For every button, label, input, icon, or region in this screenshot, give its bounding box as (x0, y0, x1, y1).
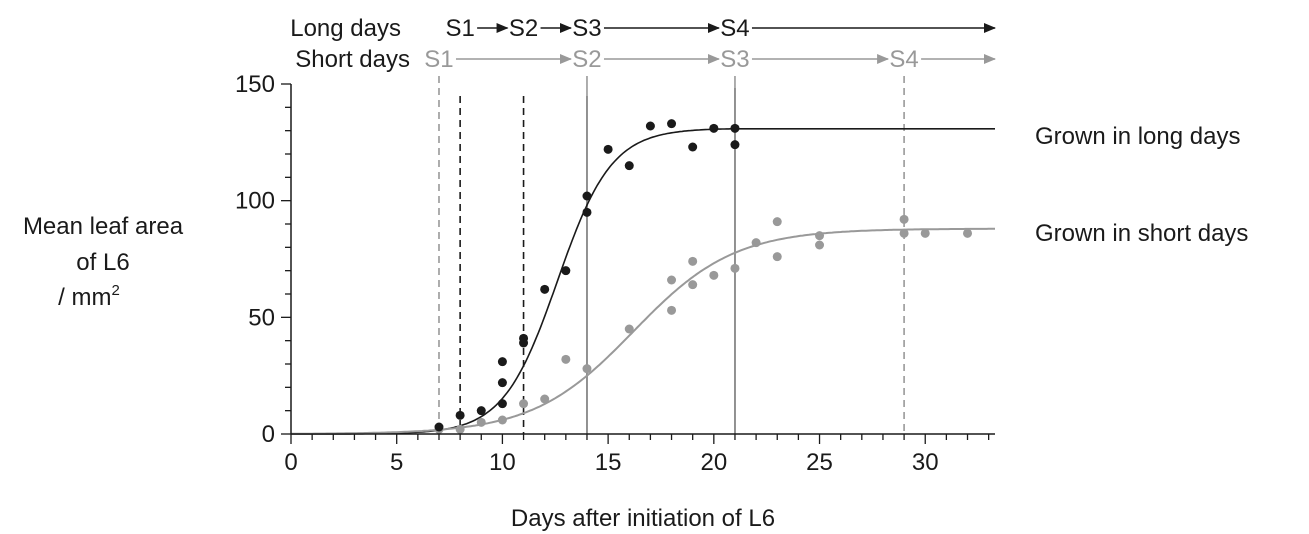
short-days-row-label: Short days (295, 46, 410, 73)
data-point-long-days (497, 357, 507, 367)
y-axis-label: Mean leaf area of L6 / mm2 (23, 213, 184, 311)
y-tick-label: 50 (248, 304, 275, 331)
x-tick-label: 0 (284, 449, 297, 476)
data-point-long-days (582, 207, 592, 217)
y-ticks: 0 50 100 150 (235, 71, 291, 448)
data-point-long-days (667, 119, 677, 129)
short-days-stage-label-s1: S1 (424, 46, 453, 73)
series-label-short-days: Grown in short days (1035, 220, 1248, 247)
series-label-long-days: Grown in long days (1035, 123, 1240, 150)
data-point-long-days (455, 410, 465, 420)
series-labels: Grown in long days Grown in short days (1035, 123, 1248, 247)
x-tick-label: 20 (700, 449, 727, 476)
data-point-short-days (688, 280, 698, 290)
long-days-stage-label-s2: S2 (509, 15, 538, 42)
data-points (434, 119, 973, 434)
data-point-long-days (497, 399, 507, 409)
data-point-long-days (688, 142, 698, 152)
data-point-short-days (476, 417, 486, 427)
stage-lines (438, 76, 905, 434)
data-point-long-days (497, 378, 507, 388)
x-axis-label: Days after initiation of L6 (511, 505, 775, 532)
data-point-long-days (624, 161, 634, 171)
data-point-long-days (434, 422, 444, 432)
data-point-short-days (667, 305, 677, 315)
data-point-long-days (519, 338, 529, 348)
data-point-short-days (815, 231, 825, 241)
y-tick-label: 150 (235, 71, 275, 98)
data-point-long-days (645, 121, 655, 131)
data-point-short-days (899, 228, 909, 238)
x-ticks: 0 5 10 15 20 25 30 (284, 434, 990, 476)
x-tick-label: 15 (595, 449, 622, 476)
x-tick-label: 10 (489, 449, 516, 476)
data-point-short-days (519, 399, 529, 409)
x-tick-label: 25 (806, 449, 833, 476)
short-days-stage-label-s3: S3 (720, 46, 749, 73)
stage-timelines: Long days Short days S1 S2 S3 S4 S1 S2 S3 S4 (290, 15, 996, 73)
data-point-short-days (772, 252, 782, 262)
short-days-stage-label-s2: S2 (572, 46, 601, 73)
fitted-curve-long-days (291, 128, 995, 435)
data-point-long-days (476, 406, 486, 416)
long-days-stage-label-s4: S4 (720, 15, 749, 42)
data-point-short-days (624, 324, 634, 334)
fitted-curve-short-days (291, 227, 995, 435)
data-point-short-days (920, 228, 930, 238)
long-days-stage-label-s3: S3 (572, 15, 601, 42)
long-days-stage-row: S1 S2 S3 S4 (445, 15, 996, 42)
x-tick-label: 5 (390, 449, 403, 476)
data-point-short-days (582, 364, 592, 374)
data-point-short-days (963, 228, 973, 238)
y-axis-label-line-2: of L6 (76, 249, 129, 276)
data-point-long-days (582, 191, 592, 201)
long-days-stage-label-s1: S1 (445, 15, 474, 42)
data-point-short-days (899, 214, 909, 224)
data-point-long-days (709, 123, 719, 133)
short-days-stage-row: S1 S2 S3 S4 (424, 46, 996, 73)
data-point-short-days (815, 240, 825, 250)
y-axis-label-line-3: / mm2 (58, 282, 120, 311)
axes (290, 84, 995, 435)
long-days-row-label: Long days (290, 15, 401, 42)
data-point-long-days (730, 123, 740, 133)
data-point-short-days (709, 270, 719, 280)
data-point-short-days (730, 263, 740, 273)
data-point-short-days (497, 415, 507, 425)
data-point-long-days (540, 284, 550, 294)
data-point-short-days (772, 217, 782, 227)
data-point-short-days (561, 354, 571, 364)
data-point-short-days (688, 256, 698, 266)
fitted-curves (291, 128, 995, 435)
x-tick-label: 30 (912, 449, 939, 476)
data-point-short-days (455, 424, 465, 434)
data-point-short-days (540, 394, 550, 404)
y-tick-label: 100 (235, 188, 275, 215)
y-tick-label: 0 (262, 421, 275, 448)
data-point-long-days (730, 140, 740, 150)
short-days-stage-label-s4: S4 (889, 46, 918, 73)
y-axis-unit-superscript: 2 (111, 282, 119, 299)
data-point-short-days (667, 275, 677, 285)
data-point-short-days (751, 238, 761, 248)
data-point-long-days (561, 266, 571, 276)
data-point-long-days (603, 144, 613, 154)
y-axis-label-line-1: Mean leaf area (23, 213, 184, 240)
